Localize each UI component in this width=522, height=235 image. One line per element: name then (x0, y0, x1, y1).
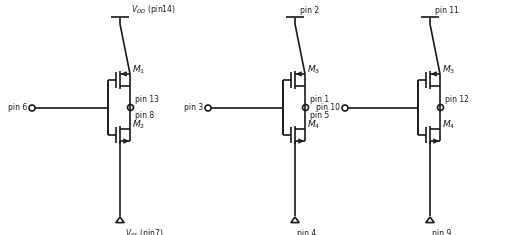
Text: pin 3: pin 3 (184, 103, 203, 113)
Text: pin 4: pin 4 (297, 229, 316, 235)
Text: $M_4$: $M_4$ (442, 118, 455, 131)
Text: pin 8: pin 8 (135, 111, 154, 121)
Text: pin 1: pin 1 (310, 94, 329, 103)
Text: pin 13: pin 13 (135, 94, 159, 103)
Text: $M_2$: $M_2$ (132, 118, 145, 131)
Text: $V_{SS}$ (pin7): $V_{SS}$ (pin7) (125, 227, 163, 235)
Text: pin 9: pin 9 (432, 229, 451, 235)
Text: $M_3$: $M_3$ (442, 63, 455, 76)
Text: pin 10: pin 10 (316, 103, 340, 113)
Text: pin 2: pin 2 (300, 6, 319, 15)
Text: pin 12: pin 12 (445, 94, 469, 103)
Text: pin 6: pin 6 (8, 103, 27, 113)
Text: pin 11: pin 11 (435, 6, 459, 15)
Text: $V_{DD}$ (pin14): $V_{DD}$ (pin14) (131, 3, 176, 16)
Text: pin 5: pin 5 (310, 111, 329, 121)
Text: $M_3$: $M_3$ (307, 63, 321, 76)
Text: $M_4$: $M_4$ (307, 118, 321, 131)
Text: $M_1$: $M_1$ (132, 63, 145, 76)
